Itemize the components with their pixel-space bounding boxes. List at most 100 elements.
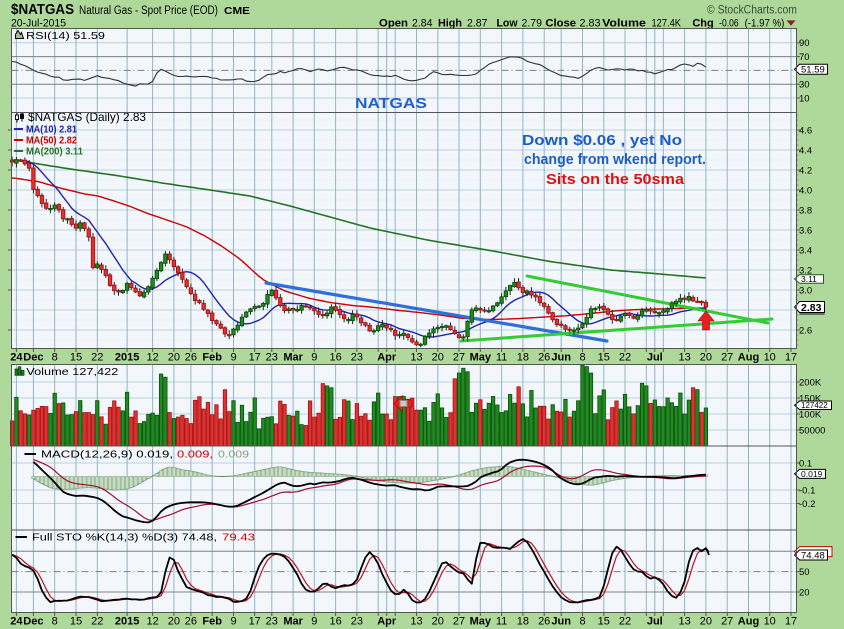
svg-text:15: 15 xyxy=(70,616,82,628)
svg-text:51.59: 51.59 xyxy=(801,65,825,76)
svg-text:90: 90 xyxy=(799,38,810,49)
svg-text:Apr: Apr xyxy=(377,352,397,364)
svg-text:MACD(12,26,9) 0.019,: MACD(12,26,9) 0.019, xyxy=(41,449,173,461)
svg-text:17: 17 xyxy=(249,352,261,364)
svg-text:16: 16 xyxy=(329,352,341,364)
svg-text:3.6: 3.6 xyxy=(799,225,812,236)
svg-text:May: May xyxy=(470,352,492,364)
svg-text:2015: 2015 xyxy=(115,352,139,364)
svg-text:Aug: Aug xyxy=(738,352,759,364)
svg-text:0.009: 0.009 xyxy=(218,449,249,461)
svg-text:change from wkend report.: change from wkend report. xyxy=(524,151,706,168)
svg-text:13: 13 xyxy=(678,352,690,364)
svg-text:23: 23 xyxy=(351,352,363,364)
svg-text:3.2: 3.2 xyxy=(799,265,812,276)
svg-text:0.009,: 0.009, xyxy=(177,449,213,461)
svg-text:(-1.97 %): (-1.97 %) xyxy=(745,18,785,30)
svg-text:Down $0.06 , yet No: Down $0.06 , yet No xyxy=(522,132,682,149)
svg-text:MA(50) 2.82: MA(50) 2.82 xyxy=(26,136,77,147)
svg-text:50000: 50000 xyxy=(799,425,825,436)
svg-text:15: 15 xyxy=(70,352,82,364)
svg-text:3.11: 3.11 xyxy=(801,274,817,284)
svg-text:20: 20 xyxy=(700,616,712,628)
svg-text:16: 16 xyxy=(329,616,341,628)
svg-text:Feb: Feb xyxy=(202,616,222,628)
svg-text:13: 13 xyxy=(410,616,422,628)
svg-text:74.48: 74.48 xyxy=(801,550,825,561)
svg-text:24: 24 xyxy=(10,616,23,628)
svg-text:20: 20 xyxy=(168,616,180,628)
svg-text:4.2: 4.2 xyxy=(799,165,812,176)
svg-text:26: 26 xyxy=(185,352,197,364)
svg-text:$NATGAS: $NATGAS xyxy=(11,1,74,18)
svg-text:20: 20 xyxy=(432,352,444,364)
svg-text:13: 13 xyxy=(678,616,690,628)
svg-text:2015: 2015 xyxy=(115,616,139,628)
svg-text:9: 9 xyxy=(230,616,236,628)
svg-text:3.0: 3.0 xyxy=(799,285,812,296)
svg-text:CME: CME xyxy=(224,6,250,17)
svg-text:9: 9 xyxy=(230,352,236,364)
svg-text:20: 20 xyxy=(168,352,180,364)
svg-text:8: 8 xyxy=(579,352,585,364)
svg-text:17: 17 xyxy=(249,616,261,628)
svg-text:26: 26 xyxy=(185,616,197,628)
svg-text:22: 22 xyxy=(619,352,631,364)
svg-text:20: 20 xyxy=(700,352,712,364)
svg-text:15: 15 xyxy=(598,616,610,628)
svg-text:10: 10 xyxy=(764,616,776,628)
svg-text:23: 23 xyxy=(266,616,278,628)
svg-text:18: 18 xyxy=(517,616,529,628)
svg-text:May: May xyxy=(470,616,492,628)
svg-text:79.43: 79.43 xyxy=(222,532,255,544)
svg-text:27: 27 xyxy=(721,616,733,628)
svg-text:27: 27 xyxy=(453,352,465,364)
svg-text:3.8: 3.8 xyxy=(799,205,812,216)
svg-text:2.84: 2.84 xyxy=(412,18,433,30)
svg-text:RSI(14) 51.59: RSI(14) 51.59 xyxy=(26,30,105,42)
svg-text:2.83: 2.83 xyxy=(801,302,822,314)
svg-text:11: 11 xyxy=(496,352,507,364)
svg-text:8: 8 xyxy=(579,616,585,628)
svg-text:Open: Open xyxy=(379,18,408,30)
svg-text:-0.2: -0.2 xyxy=(799,499,815,510)
svg-text:50: 50 xyxy=(799,567,810,578)
svg-text:Natural Gas - Spot Price (EOD): Natural Gas - Spot Price (EOD) xyxy=(79,5,218,17)
svg-text:8: 8 xyxy=(52,616,58,628)
svg-text:MA(200) 3.11: MA(200) 3.11 xyxy=(26,147,83,158)
svg-text:Dec: Dec xyxy=(23,616,43,628)
svg-text:2.87: 2.87 xyxy=(467,18,488,30)
svg-text:10: 10 xyxy=(764,352,776,364)
svg-text:20: 20 xyxy=(799,587,810,598)
svg-text:150K: 150K xyxy=(799,393,822,404)
svg-text:Aug: Aug xyxy=(738,616,759,628)
svg-text:-0.06: -0.06 xyxy=(719,18,739,30)
svg-text:Mar: Mar xyxy=(283,616,303,628)
svg-text:12: 12 xyxy=(146,352,158,364)
svg-text:22: 22 xyxy=(619,616,631,628)
svg-text:0.1: 0.1 xyxy=(799,458,812,469)
svg-text:Low: Low xyxy=(497,18,518,30)
svg-text:Jun: Jun xyxy=(551,616,571,628)
svg-text:26: 26 xyxy=(538,352,550,364)
svg-text:18: 18 xyxy=(517,352,529,364)
svg-text:Apr: Apr xyxy=(377,616,397,628)
svg-text:9: 9 xyxy=(311,616,317,628)
svg-text:-0.1: -0.1 xyxy=(799,485,815,496)
svg-text:13: 13 xyxy=(410,352,422,364)
svg-text:3.4: 3.4 xyxy=(799,245,812,256)
svg-text:Feb: Feb xyxy=(202,352,222,364)
svg-text:Mar: Mar xyxy=(283,352,303,364)
svg-text:17: 17 xyxy=(785,616,797,628)
svg-text:2.83: 2.83 xyxy=(580,18,601,30)
svg-text:20-Jul-2015: 20-Jul-2015 xyxy=(11,18,66,30)
svg-text:23: 23 xyxy=(351,616,363,628)
svg-text:15: 15 xyxy=(598,352,610,364)
svg-text:22: 22 xyxy=(91,352,103,364)
svg-text:11: 11 xyxy=(496,616,507,628)
svg-text:20: 20 xyxy=(432,616,444,628)
svg-text:Jul: Jul xyxy=(647,616,663,628)
svg-text:Jun: Jun xyxy=(551,352,571,364)
svg-text:Full STO %K(14,3) %D(3) 74.48,: Full STO %K(14,3) %D(3) 74.48, xyxy=(32,532,217,544)
svg-text:High: High xyxy=(438,18,462,30)
